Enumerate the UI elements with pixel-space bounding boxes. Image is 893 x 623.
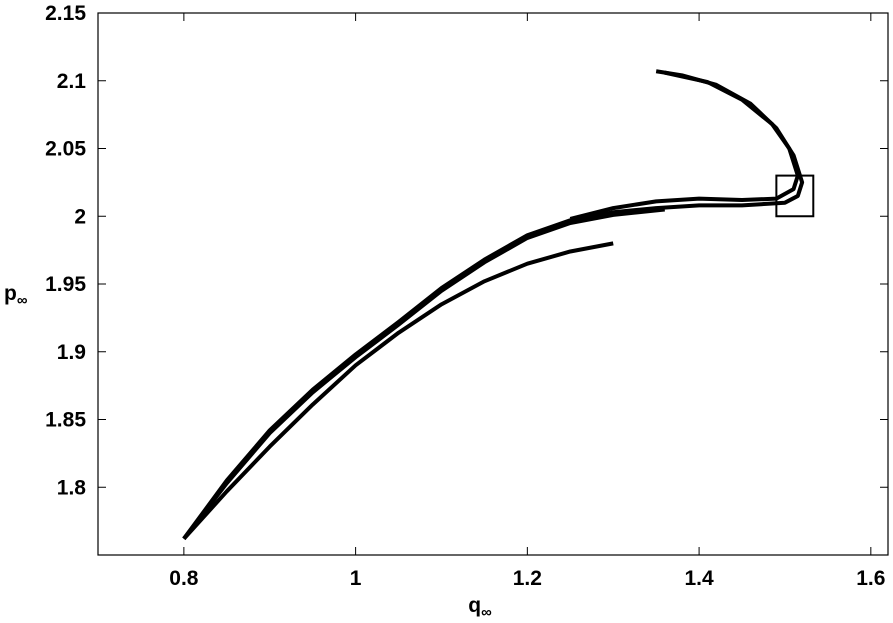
x-axis-label: q∞ (468, 594, 492, 621)
y-tick-label: 1.8 (57, 476, 87, 499)
y-tick-label: 1.95 (45, 273, 86, 296)
y-tick-label: 1.85 (45, 409, 86, 432)
x-tick-label: 0.8 (169, 567, 199, 590)
highlight-box (775, 174, 815, 218)
x-axis-label-main: q (468, 594, 481, 617)
y-tick-label: 2.15 (45, 2, 86, 25)
x-tick-label: 1.6 (856, 567, 885, 590)
y-axis-label-main: p (4, 282, 17, 305)
y-axis-label-sub: ∞ (17, 292, 28, 309)
x-tick-label: 1.4 (684, 567, 714, 590)
y-axis-label: p∞ (4, 282, 28, 309)
series-line (182, 207, 665, 540)
x-tick-label: 1.2 (513, 567, 542, 590)
x-axis-label-sub: ∞ (481, 604, 492, 621)
x-tick-label: 1 (350, 567, 362, 590)
y-tick-label: 2.1 (57, 70, 87, 93)
series-line (182, 69, 805, 540)
y-tick-label: 1.9 (57, 341, 86, 364)
plot-frame (97, 12, 889, 556)
y-tick-label: 2.05 (45, 138, 86, 161)
series-line (569, 70, 800, 221)
y-tick-label: 2 (74, 205, 86, 228)
series-line (182, 241, 614, 541)
